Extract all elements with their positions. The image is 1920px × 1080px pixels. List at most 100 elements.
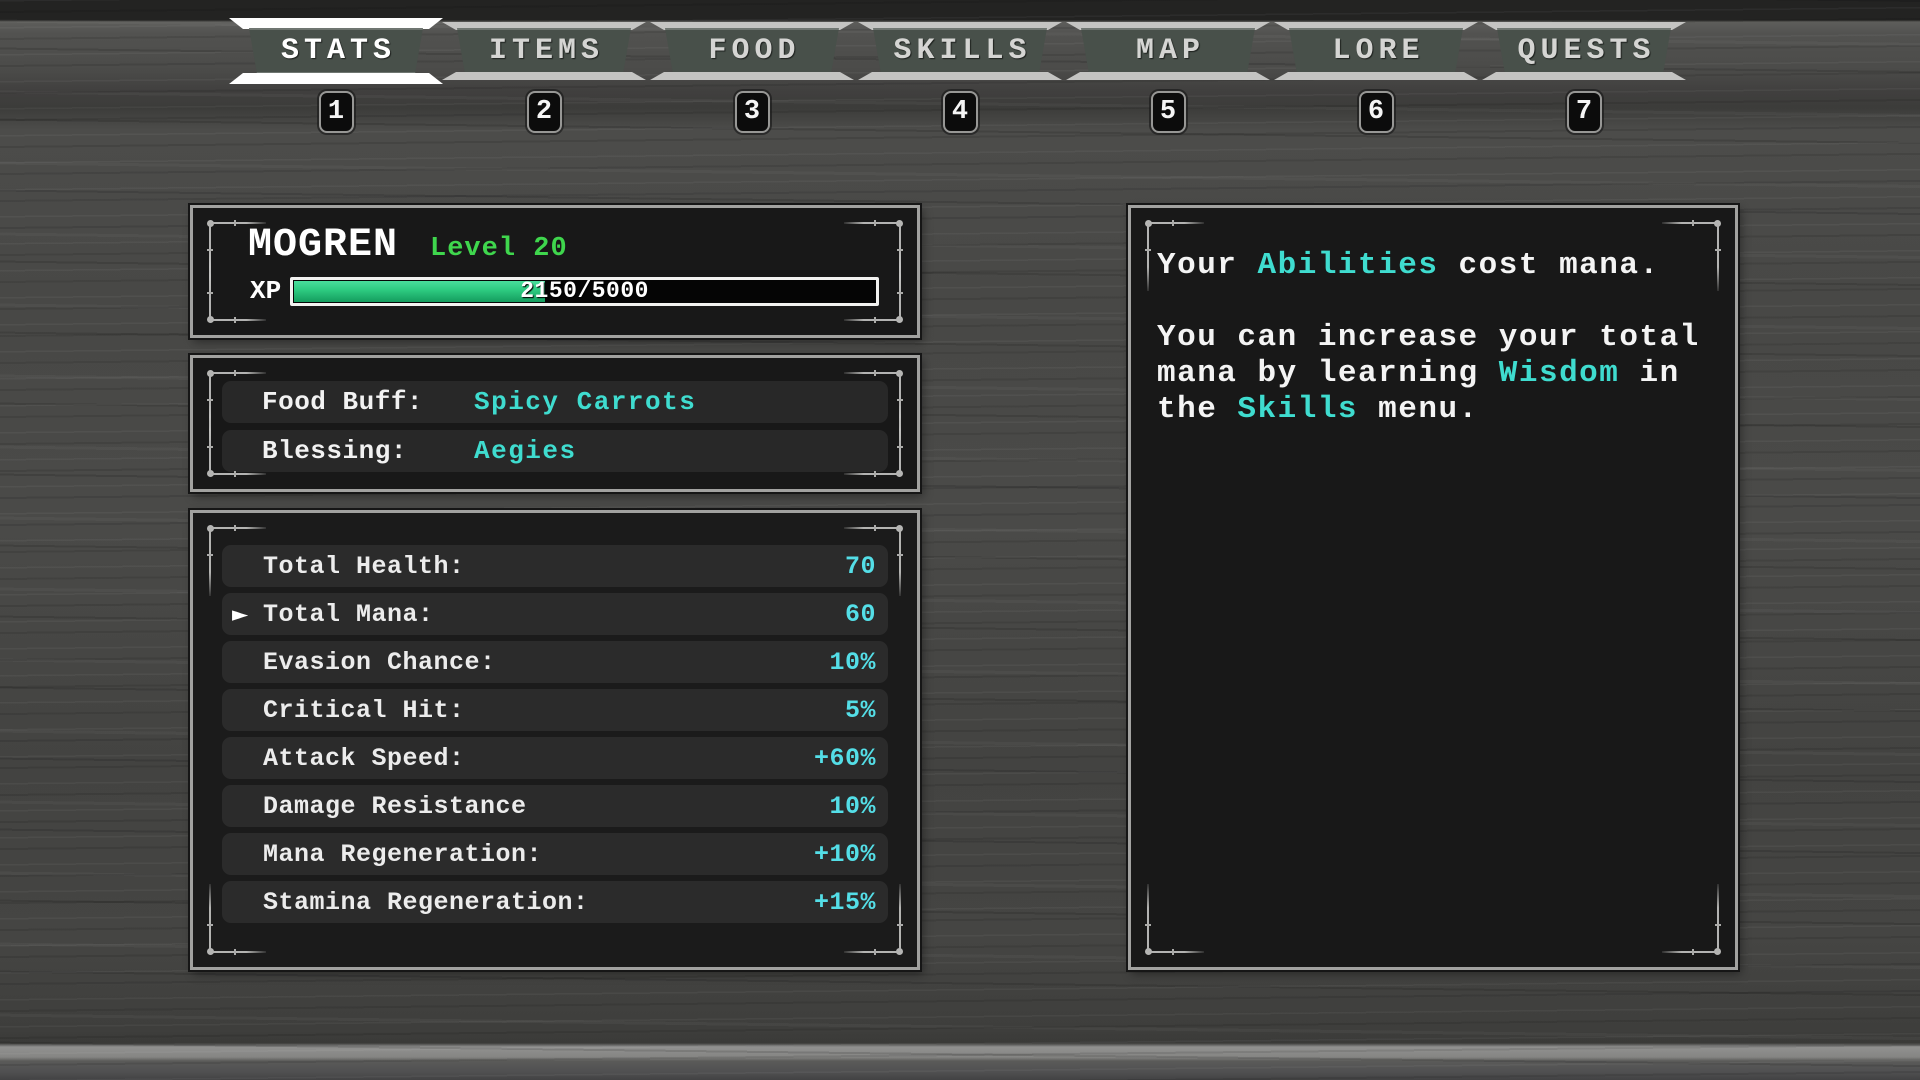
selection-arrow-icon: ► — [232, 602, 249, 626]
tab-label: MAP — [1135, 34, 1205, 68]
tab-group: STATS 1 — [246, 28, 426, 133]
info-segment: menu. — [1358, 392, 1479, 427]
stat-label: Total Health: — [263, 551, 465, 581]
stat-value: 60 — [844, 599, 876, 629]
tab-hotkey-badge: 3 — [734, 91, 770, 133]
tab-group: MAP 5 — [1078, 28, 1258, 133]
stat-label: Evasion Chance: — [263, 647, 496, 677]
stat-value: 70 — [844, 551, 876, 581]
stat-value: 5% — [844, 695, 876, 725]
stat-row[interactable]: Mana Regeneration: +10% — [222, 833, 888, 875]
info-segment: the — [1157, 392, 1238, 427]
stats-list: Total Health: 70 ► Total Mana: 60 Evasion Cha… — [193, 513, 917, 923]
buff-value: Aegies — [474, 436, 577, 466]
tab-food[interactable]: FOOD — [662, 28, 842, 74]
info-keyword: Skills — [1237, 392, 1359, 427]
buff-row: Blessing: Aegies — [222, 430, 888, 472]
tab-hotkey-badge: 1 — [318, 91, 354, 133]
tab-label: QUESTS — [1517, 34, 1656, 68]
hotkey-number: 1 — [327, 97, 345, 127]
tab-label: LORE — [1332, 34, 1425, 68]
hotkey-number: 7 — [1575, 97, 1593, 127]
tab-plate — [1497, 28, 1671, 74]
tab-hotkey-badge: 6 — [1358, 91, 1394, 133]
tab-hotkey-badge: 4 — [942, 91, 978, 133]
tab-label: SKILLS — [893, 34, 1032, 68]
stat-value: 10% — [829, 791, 876, 821]
stat-row[interactable]: Evasion Chance: 10% — [222, 641, 888, 683]
tab-plate — [249, 28, 423, 74]
tab-hotkey-badge: 2 — [526, 91, 562, 133]
player-name: MOGREN — [248, 223, 399, 268]
tab-label: STATS — [280, 34, 396, 68]
info-segment: cost mana. — [1438, 248, 1660, 283]
buffs-panel: Food Buff: Spicy Carrots Blessing: Aegies — [190, 355, 920, 492]
tab-stats[interactable]: STATS — [246, 28, 426, 74]
tab-plate — [665, 28, 839, 74]
info-keyword: Abilities — [1257, 248, 1439, 283]
player-name-row: MOGREN Level 20 — [193, 208, 917, 268]
stat-row[interactable]: Critical Hit: 5% — [222, 689, 888, 731]
stat-label: Critical Hit: — [263, 695, 465, 725]
tab-quests[interactable]: QUESTS — [1494, 28, 1674, 74]
stat-row[interactable]: Damage Resistance 10% — [222, 785, 888, 827]
info-line: the Skills menu. — [1157, 392, 1717, 428]
stat-value: +60% — [813, 743, 876, 773]
xp-row: XP 2150/5000 — [250, 276, 879, 306]
hotkey-number: 2 — [535, 97, 553, 127]
stat-label: Attack Speed: — [263, 743, 465, 773]
tab-hotkey-badge: 7 — [1566, 91, 1602, 133]
tab-plate — [1289, 28, 1463, 74]
tab-label: ITEMS — [488, 34, 604, 68]
tab-hotkey-badge: 5 — [1150, 91, 1186, 133]
info-line: mana by learning Wisdom in — [1157, 356, 1717, 392]
stat-value: +10% — [813, 839, 876, 869]
tab-group: FOOD 3 — [662, 28, 842, 133]
buff-value: Spicy Carrots — [474, 387, 697, 417]
buff-label: Food Buff: — [262, 387, 424, 417]
hotkey-number: 4 — [951, 97, 969, 127]
info-segment: mana by learning — [1157, 356, 1499, 391]
info-keyword: Wisdom — [1498, 356, 1620, 391]
tab-plate — [1081, 28, 1255, 74]
stat-label: Damage Resistance — [263, 791, 527, 821]
info-blank-line — [1157, 284, 1717, 320]
tab-group: QUESTS 7 — [1494, 28, 1674, 133]
info-panel: Your Abilities cost mana. You can increas… — [1128, 205, 1738, 970]
buffs-list: Food Buff: Spicy Carrots Blessing: Aegies — [193, 358, 917, 472]
tab-label: FOOD — [708, 34, 801, 68]
stat-label: Total Mana: — [263, 599, 434, 629]
hotkey-number: 6 — [1367, 97, 1385, 127]
stat-row[interactable]: ► Total Mana: 60 — [222, 593, 888, 635]
hotkey-number: 3 — [743, 97, 761, 127]
info-text: Your Abilities cost mana. You can increas… — [1131, 208, 1735, 428]
tab-plate — [457, 28, 631, 74]
stat-label: Stamina Regeneration: — [263, 887, 589, 917]
info-segment: You can increase your total — [1157, 320, 1700, 355]
player-summary-panel: MOGREN Level 20 XP 2150/5000 — [190, 205, 920, 338]
info-segment: Your — [1157, 248, 1258, 283]
xp-progress-bar: 2150/5000 — [290, 276, 879, 306]
tab-skills[interactable]: SKILLS — [870, 28, 1050, 74]
tab-lore[interactable]: LORE — [1286, 28, 1466, 74]
tab-items[interactable]: ITEMS — [454, 28, 634, 74]
tab-group: ITEMS 2 — [454, 28, 634, 133]
corner-ornament — [1659, 880, 1731, 964]
stat-value: 10% — [829, 647, 876, 677]
info-line: You can increase your total — [1157, 320, 1717, 356]
tab-map[interactable]: MAP — [1078, 28, 1258, 74]
xp-label: XP — [250, 276, 282, 306]
stat-row[interactable]: Attack Speed: +60% — [222, 737, 888, 779]
hotkey-number: 5 — [1159, 97, 1177, 127]
tab-group: LORE 6 — [1286, 28, 1466, 133]
player-level: Level 20 — [430, 234, 568, 264]
stat-row[interactable]: Stamina Regeneration: +15% — [222, 881, 888, 923]
xp-fill — [294, 280, 545, 302]
stats-panel: Total Health: 70 ► Total Mana: 60 Evasion Cha… — [190, 510, 920, 970]
stat-row[interactable]: Total Health: 70 — [222, 545, 888, 587]
buff-label: Blessing: — [262, 436, 407, 466]
corner-ornament — [1135, 880, 1207, 964]
info-line: Your Abilities cost mana. — [1157, 248, 1717, 284]
stat-label: Mana Regeneration: — [263, 839, 543, 869]
tab-bar: STATS 1 ITEMS 2 FOOD 3 SKILLS 4 MAP 5 LORE 6 QUESTS 7 — [246, 28, 1674, 133]
